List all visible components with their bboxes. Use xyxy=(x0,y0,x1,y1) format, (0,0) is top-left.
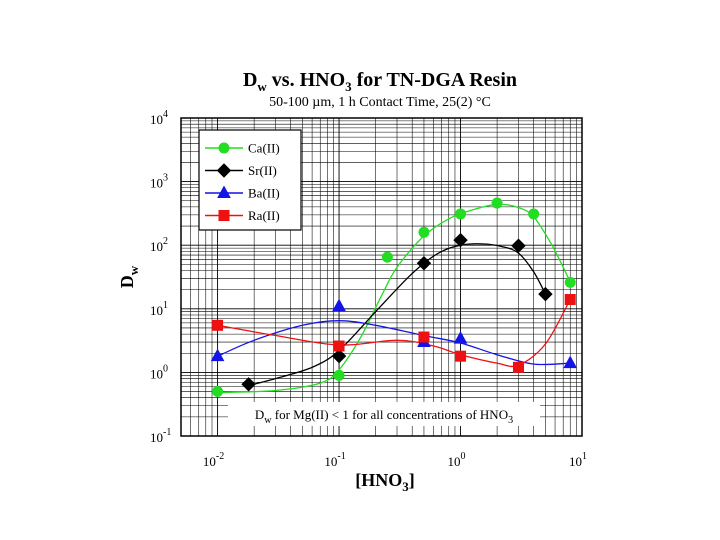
data-point-ca-ii xyxy=(564,276,576,288)
y-tick-base: 10 xyxy=(150,430,163,445)
series-curves xyxy=(217,203,571,394)
legend-label-sr-ii: Sr(II) xyxy=(248,163,277,178)
x-tick-base: 10 xyxy=(203,454,216,469)
title-sub-w: w xyxy=(257,79,267,94)
data-point-ra-ii xyxy=(564,294,576,306)
y-tick-label: 101 xyxy=(150,300,168,318)
data-point-ca-ii xyxy=(333,369,345,381)
x-tick-base: 10 xyxy=(448,454,461,469)
legend-marker-ra-ii xyxy=(218,210,230,221)
note-text: Dw for Mg(II) < 1 for all concentrations… xyxy=(255,407,513,426)
y-tick-exp: 0 xyxy=(163,363,168,374)
data-point-ra-ii xyxy=(455,350,467,362)
y-tick-label: 100 xyxy=(150,363,168,381)
data-point-sr-ii xyxy=(538,286,553,302)
xlabel-main: [HNO xyxy=(355,470,402,490)
y-tick-base: 10 xyxy=(150,239,163,254)
y-tick-base: 10 xyxy=(150,303,163,318)
legend-entry-ra-ii: Ra(II) xyxy=(205,208,280,223)
x-tick-label: 10-2 xyxy=(203,451,224,469)
y-tick-exp: 1 xyxy=(163,300,168,311)
x-tick-base: 10 xyxy=(324,454,337,469)
ylabel-main: D xyxy=(117,275,137,288)
xlabel-sub: 3 xyxy=(402,479,409,494)
y-tick-label: 10-1 xyxy=(150,427,171,445)
y-tick-label: 103 xyxy=(150,173,168,191)
chart-title: Dw vs. HNO3 for TN-DGA Resin xyxy=(243,69,517,94)
x-tick-base: 10 xyxy=(569,454,582,469)
title-end: for TN-DGA Resin xyxy=(352,69,517,91)
plot-frame xyxy=(180,117,583,437)
chart-subtitle: 50-100 µm, 1 h Contact Time, 25(2) °C xyxy=(269,95,491,110)
data-point-sr-ii xyxy=(453,232,468,248)
x-tick-exp: 1 xyxy=(582,451,587,462)
series-line-ra-ii xyxy=(217,299,571,368)
x-tick-exp: -2 xyxy=(216,451,224,462)
xlabel-end: ] xyxy=(409,470,415,490)
ylabel-sub: w xyxy=(126,265,141,275)
y-tick-exp: 3 xyxy=(163,173,168,184)
legend-entry-ca-ii: Ca(II) xyxy=(205,141,280,156)
data-point-ca-ii xyxy=(212,386,224,398)
y-tick-exp: -1 xyxy=(163,427,171,438)
data-point-sr-ii xyxy=(511,238,526,253)
note-mid: for Mg(II) < 1 for all concentrations of… xyxy=(272,407,509,422)
y-tick-label: 102 xyxy=(150,236,168,254)
x-tick-label: 100 xyxy=(448,451,466,469)
data-point-ca-ii xyxy=(418,226,430,238)
data-point-ba-ii xyxy=(453,331,468,344)
legend-marker-sr-ii xyxy=(216,163,232,178)
data-point-ca-ii xyxy=(455,208,467,220)
series-line-ca-ii xyxy=(217,203,571,394)
note-background xyxy=(228,402,540,426)
x-tick-label: 101 xyxy=(569,451,587,469)
title-main: D xyxy=(243,69,257,91)
note-sub-3: 3 xyxy=(508,415,513,426)
data-point-ra-ii xyxy=(512,361,524,373)
legend-marker-ca-ii xyxy=(218,142,230,154)
note-main: D xyxy=(255,407,264,422)
y-axis-label: Dw xyxy=(117,265,141,288)
legend-label-ra-ii: Ra(II) xyxy=(248,208,280,223)
data-point-ca-ii xyxy=(381,251,393,263)
data-point-sr-ii xyxy=(241,377,256,392)
data-point-ba-ii xyxy=(563,355,578,369)
legend-marker-ba-ii xyxy=(217,185,231,198)
series-line-ba-ii xyxy=(217,320,571,366)
y-tick-exp: 2 xyxy=(163,236,168,247)
mg-note: Dw for Mg(II) < 1 for all concentrations… xyxy=(228,402,540,426)
data-point-ra-ii xyxy=(418,331,430,343)
data-point-ba-ii xyxy=(332,298,346,312)
legend-entry-sr-ii: Sr(II) xyxy=(205,163,277,178)
data-point-ba-ii xyxy=(210,348,225,362)
data-point-sr-ii xyxy=(331,348,347,364)
y-tick-base: 10 xyxy=(150,366,163,381)
data-point-sr-ii xyxy=(416,256,432,271)
legend: Ca(II) Sr(II) Ba(II) Ra(II) xyxy=(198,129,302,231)
legend-box xyxy=(198,129,302,231)
y-tick-base: 10 xyxy=(150,176,163,191)
y-tick-base: 10 xyxy=(150,112,163,127)
legend-entry-ba-ii: Ba(II) xyxy=(205,185,280,201)
x-tick-exp: 0 xyxy=(461,451,466,462)
data-point-ra-ii xyxy=(333,340,345,352)
title-sub-3: 3 xyxy=(345,79,352,94)
note-sub-w: w xyxy=(264,415,272,426)
legend-label-ca-ii: Ca(II) xyxy=(248,141,280,156)
legend-label-ba-ii: Ba(II) xyxy=(248,186,280,201)
y-tick-exp: 4 xyxy=(163,109,168,120)
x-tick-exp: -1 xyxy=(337,451,345,462)
title-mid: vs. HNO xyxy=(267,69,345,91)
series-markers xyxy=(210,197,578,398)
x-tick-label: 10-1 xyxy=(324,451,345,469)
series-line-sr-ii xyxy=(248,243,546,387)
data-point-ca-ii xyxy=(528,208,540,220)
data-point-ca-ii xyxy=(491,197,503,209)
y-tick-label: 104 xyxy=(150,109,168,127)
x-axis-label: [HNO3] xyxy=(355,470,415,494)
data-point-ra-ii xyxy=(212,319,224,331)
